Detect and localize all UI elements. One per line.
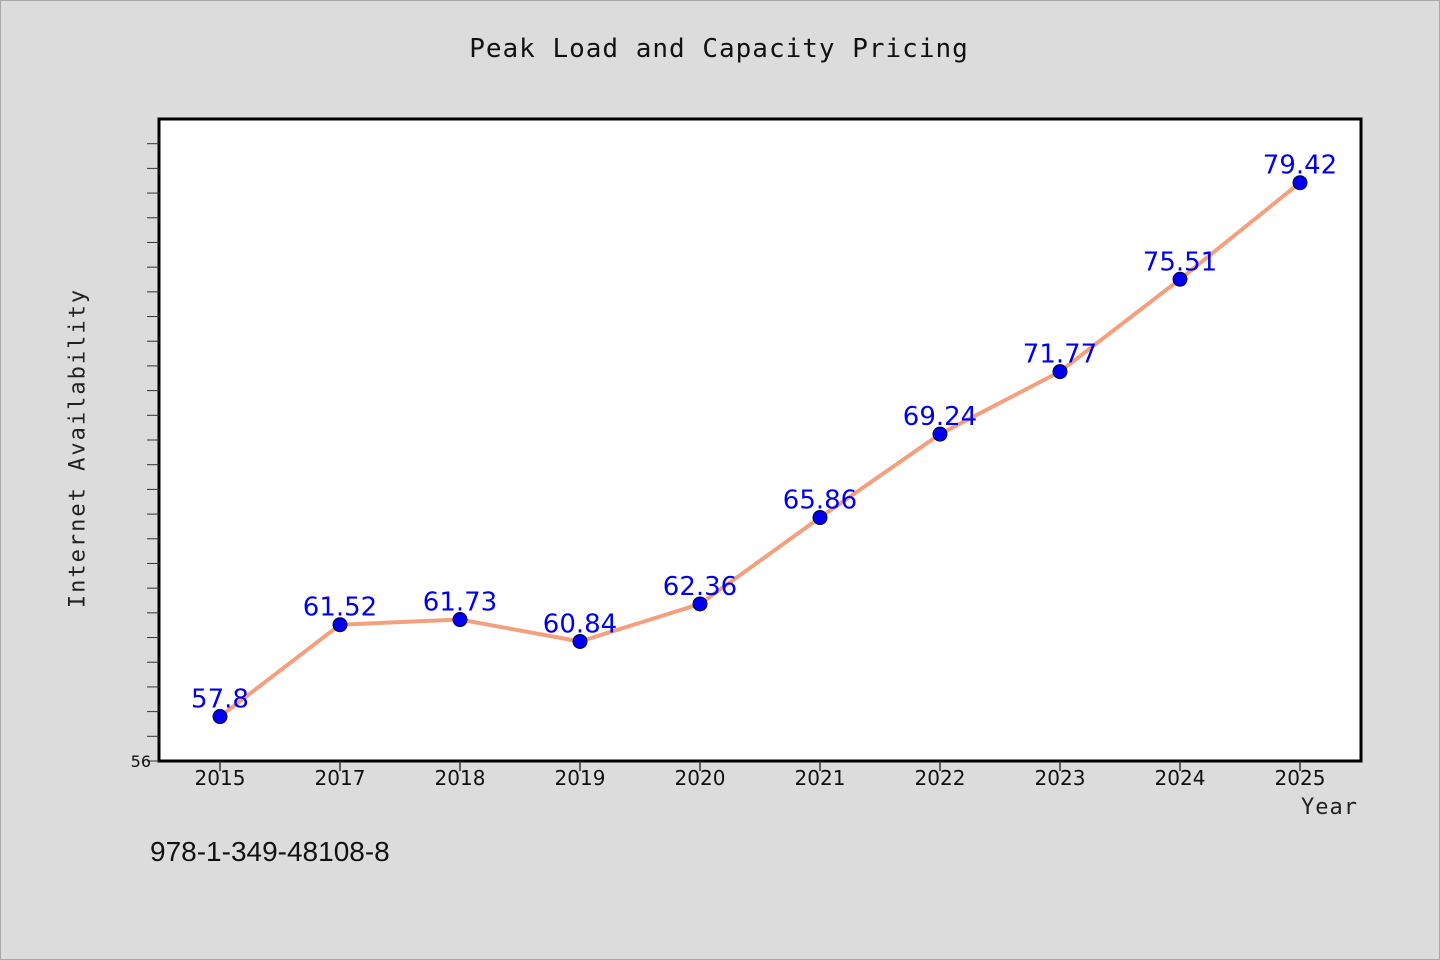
data-point (812, 510, 828, 526)
data-label: 60.84 (543, 609, 617, 639)
data-label: 62.36 (663, 572, 737, 602)
data-label: 79.42 (1263, 151, 1337, 181)
data-point (452, 612, 468, 628)
x-tick-label: 2017 (315, 766, 366, 790)
x-tick-label: 2021 (795, 766, 846, 790)
data-label: 69.24 (903, 402, 977, 432)
series-line-group (218, 181, 1302, 719)
data-label: 61.73 (423, 588, 497, 618)
data-label: 75.51 (1143, 247, 1217, 277)
x-tick-label: 2023 (1035, 766, 1086, 790)
plot-area (157, 117, 1363, 763)
data-point (1052, 364, 1068, 380)
footer-code: 978-1-349-48108-8 (150, 836, 390, 867)
x-tick-label: 2020 (675, 766, 726, 790)
x-tick-label: 2018 (435, 766, 486, 790)
data-label: 57.8 (191, 685, 249, 715)
data-label: 65.86 (783, 486, 857, 516)
data-labels: 57.8 61.52 61.73 60.84 62.36 65.86 69.24 71.77 7… (191, 151, 1337, 715)
data-point (332, 617, 348, 633)
series-line (218, 181, 1302, 719)
x-tick-label: 2015 (195, 766, 246, 790)
y-ticks: 56 (131, 143, 159, 771)
data-label: 71.77 (1023, 340, 1097, 370)
x-tick-label: 2025 (1275, 766, 1326, 790)
data-point (572, 633, 588, 649)
x-tick-label: 2019 (555, 766, 606, 790)
x-tick-label: 2022 (915, 766, 966, 790)
x-ticks: 2015 2017 2018 2019 2020 2021 2022 2023 2024 2025 (195, 761, 1326, 790)
data-point (212, 709, 228, 725)
data-point (1172, 271, 1188, 287)
x-axis-label: Year (1301, 795, 1358, 820)
x-tick-label: 2024 (1155, 766, 1206, 790)
data-point (1292, 175, 1308, 191)
data-label: 61.52 (303, 593, 377, 623)
data-point (692, 596, 708, 612)
data-point (932, 426, 948, 442)
data-markers (212, 175, 1308, 725)
chart-title: Peak Load and Capacity Pricing (469, 34, 969, 64)
y-tick-label: 56 (131, 752, 151, 771)
